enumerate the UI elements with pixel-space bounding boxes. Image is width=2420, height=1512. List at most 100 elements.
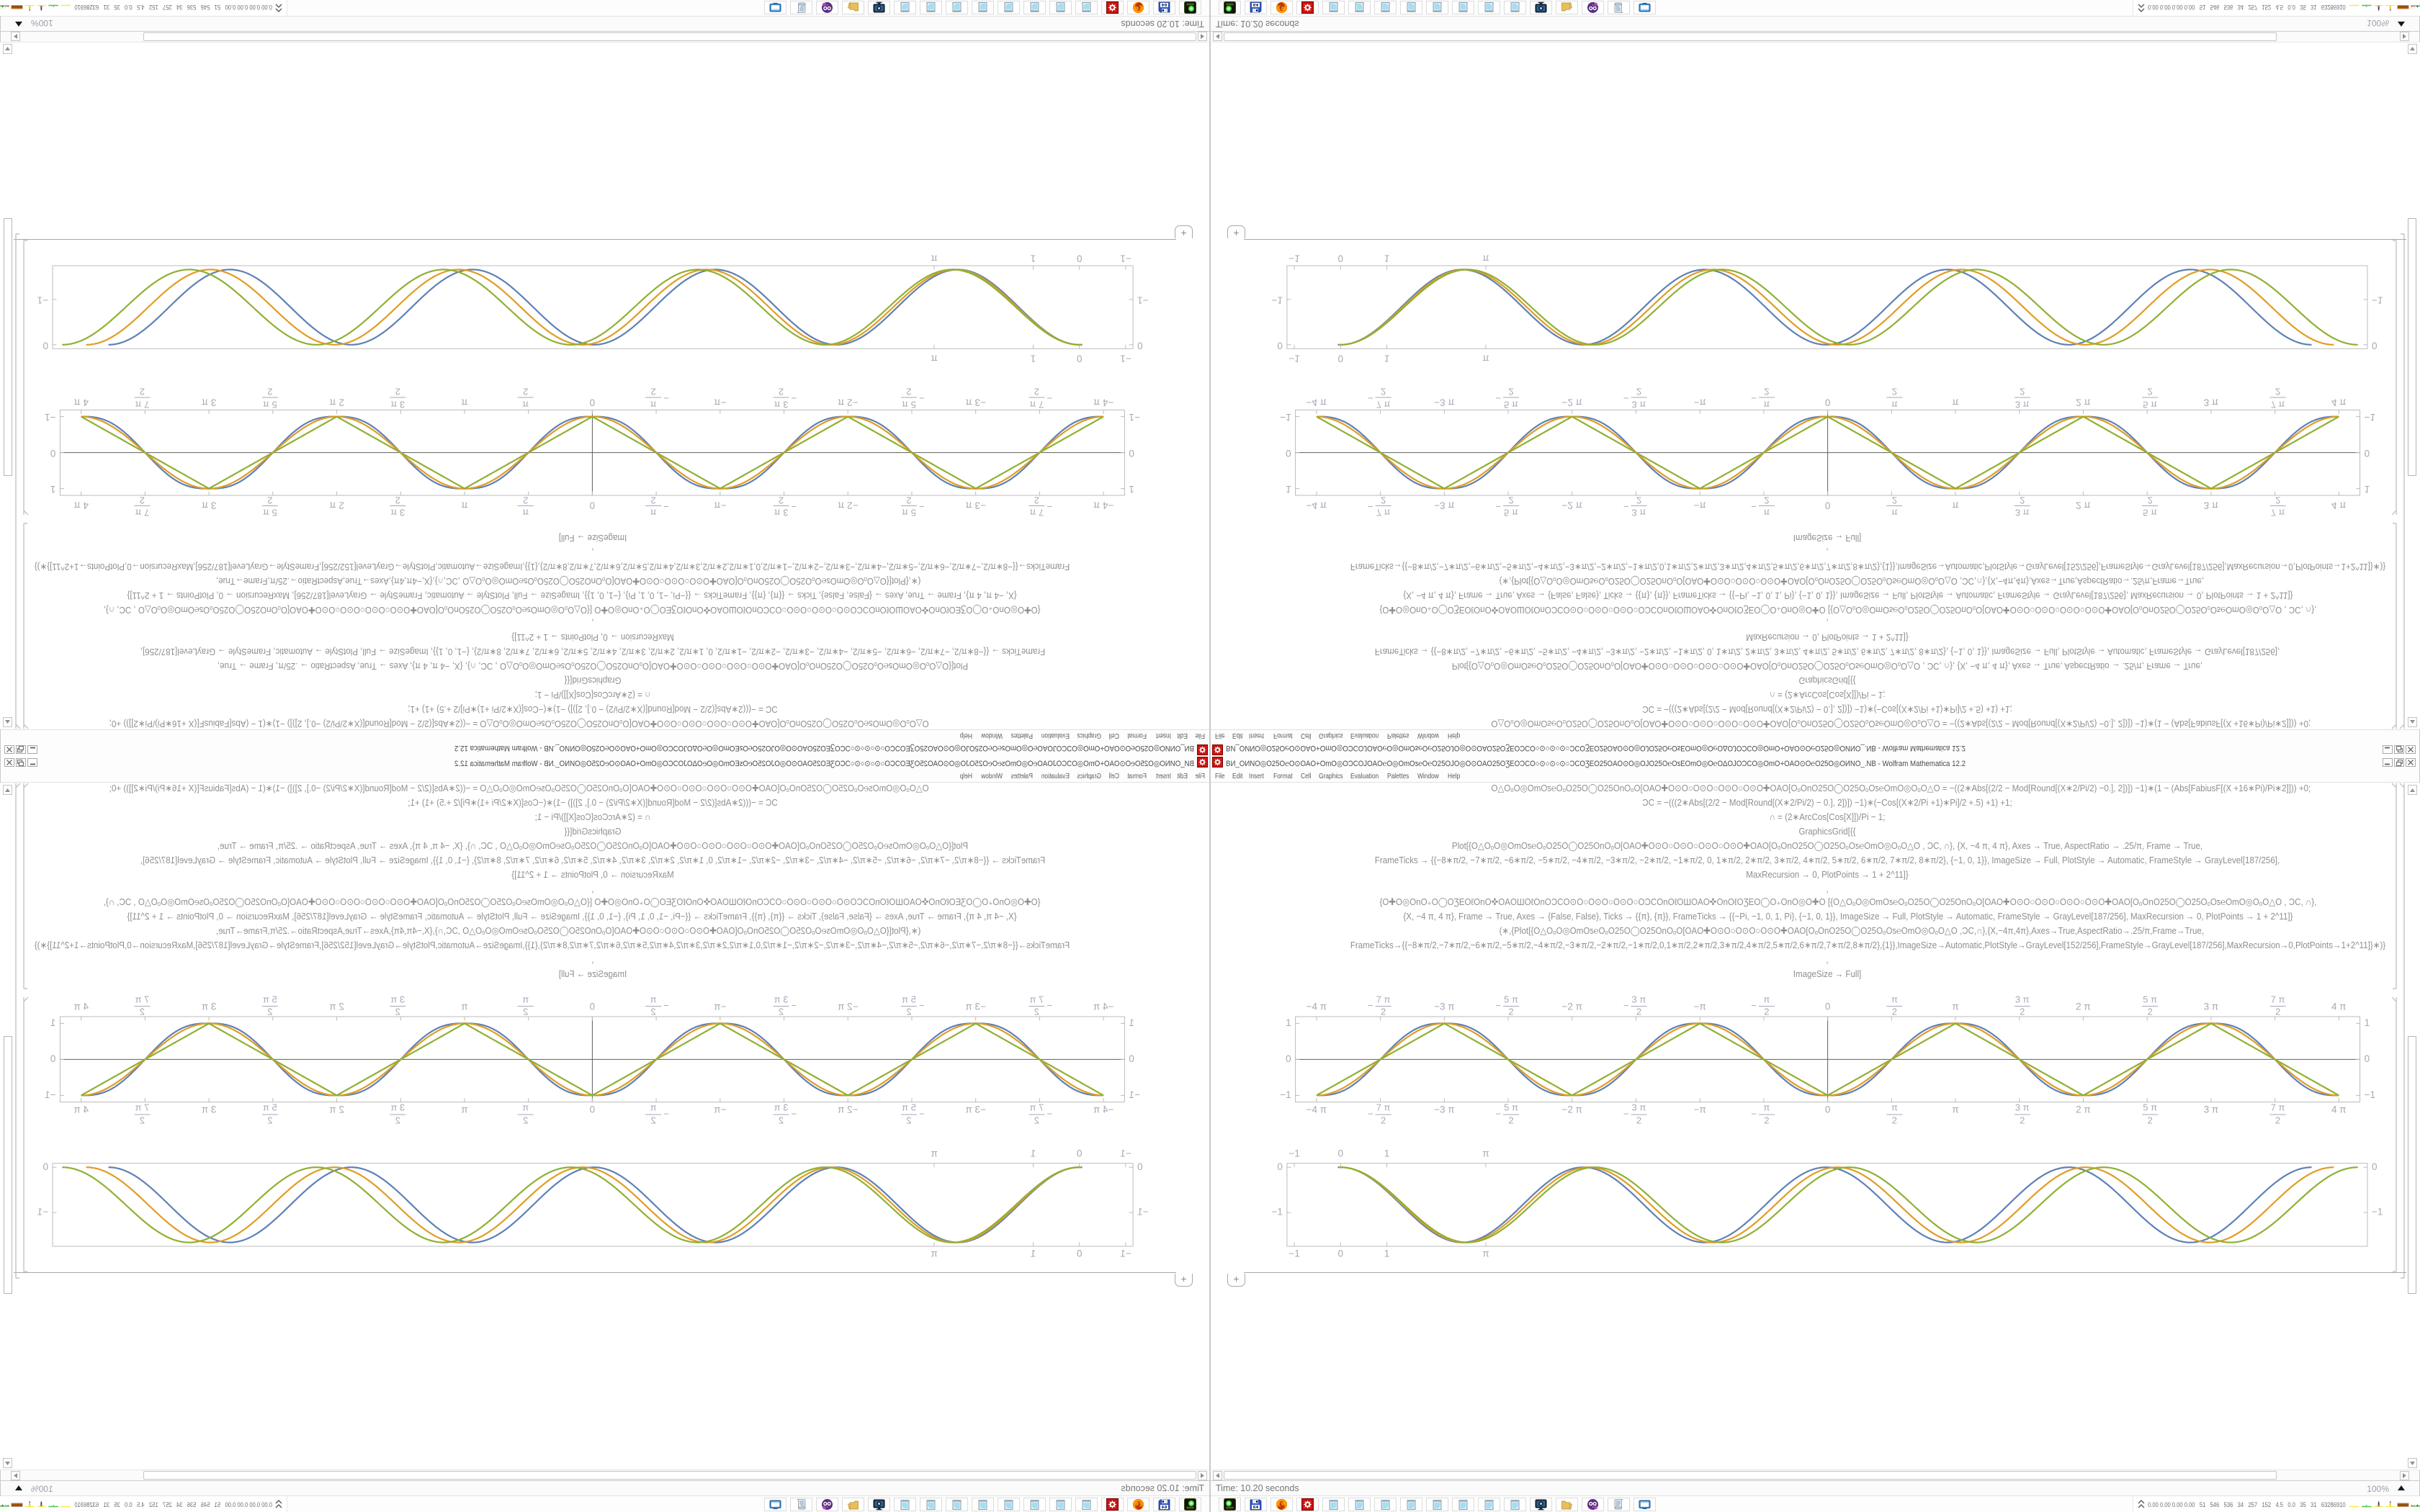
menu-evaluation[interactable]: Evaluation — [1350, 772, 1379, 780]
horizontal-scroll-thumb[interactable] — [143, 32, 1196, 41]
scroll-up-button[interactable] — [2408, 785, 2417, 795]
tray-sparkline-purple-spike-icon[interactable] — [36, 3, 46, 13]
menu-window[interactable]: Window — [1417, 772, 1439, 780]
taskbar-button-notepad[interactable] — [1023, 1498, 1046, 1511]
title-bar[interactable]: ВИ_ОИNO◎O25O℮O⊙OAO+OmO◎OƆCOJOAO℮O◎OmOƽ℮O… — [1, 743, 1209, 756]
zoom-menu-arrow-icon[interactable] — [2398, 22, 2405, 27]
horizontal-scrollbar[interactable] — [1, 1470, 1209, 1480]
tray-sparkline-redgreen-icon[interactable] — [0, 1499, 9, 1509]
minimize-button[interactable] — [27, 745, 37, 754]
vertical-scrollbar[interactable] — [2406, 783, 2419, 1470]
scroll-down-button[interactable] — [2408, 1458, 2417, 1468]
taskbar-button-firefox[interactable] — [1270, 1, 1293, 14]
input-cell-bracket[interactable] — [2391, 783, 2397, 989]
taskbar-button-recorder[interactable] — [1219, 1498, 1241, 1511]
taskbar-button-notepad[interactable] — [894, 1, 916, 14]
title-bar[interactable]: ВИ_ОИNO◎O25O℮O⊙OAO+OmO◎OƆCOJOAO℮O◎OmOƽ℮O… — [1211, 756, 2419, 769]
menu-edit[interactable]: Edit — [1232, 772, 1243, 780]
horizontal-scroll-thumb[interactable] — [1224, 32, 2277, 41]
menu-evaluation[interactable]: Evaluation — [1041, 732, 1070, 740]
taskbar-button-notepad[interactable] — [998, 1498, 1020, 1511]
cell-group-bracket[interactable] — [15, 233, 21, 729]
tray-sparkline-green-icon[interactable] — [48, 1499, 58, 1509]
cell-insertion-line[interactable] — [1244, 1272, 2409, 1273]
taskbar-button-mathematica[interactable] — [1296, 1498, 1319, 1511]
close-button[interactable] — [4, 758, 14, 767]
add-cell-button[interactable]: + — [1175, 225, 1193, 239]
taskbar-button-notepad[interactable] — [1504, 1, 1526, 14]
menu-window[interactable]: Window — [1417, 732, 1439, 740]
taskbar-button-notepad[interactable] — [1426, 1, 1448, 14]
taskbar-button-mathematica[interactable] — [1101, 1498, 1124, 1511]
menu-cell[interactable]: Cell — [1301, 732, 1312, 740]
taskbar-button-notepad[interactable] — [1400, 1498, 1422, 1511]
taskbar-button-notepad[interactable] — [1348, 1498, 1371, 1511]
vertical-scroll-thumb[interactable] — [4, 218, 12, 476]
output-cell-bracket[interactable] — [23, 240, 29, 516]
zoom-level[interactable]: 100% — [31, 18, 53, 28]
taskbar-button-screenshot[interactable] — [868, 1498, 890, 1511]
output-cell-bracket[interactable] — [23, 996, 29, 1272]
tray-sparkline-brown-icon[interactable] — [11, 3, 23, 13]
horizontal-scrollbar[interactable] — [1211, 1470, 2419, 1480]
scroll-left-button[interactable] — [1198, 1470, 1207, 1480]
cell-group-bracket[interactable] — [2399, 783, 2405, 1279]
menu-file[interactable]: File — [1215, 772, 1225, 780]
menu-insert[interactable]: Insert — [1155, 732, 1171, 740]
taskbar-button-notepad[interactable] — [998, 1, 1020, 14]
taskbar-button-owl[interactable] — [816, 1, 838, 14]
menu-graphics[interactable]: Graphics — [1319, 772, 1343, 780]
menu-window[interactable]: Window — [981, 772, 1003, 780]
tray-expand-icon[interactable] — [275, 3, 282, 13]
scroll-up-button[interactable] — [3, 785, 12, 795]
vertical-scroll-thumb[interactable] — [2408, 1036, 2416, 1294]
cell-group-bracket[interactable] — [15, 783, 21, 1279]
add-cell-button[interactable]: + — [1175, 1273, 1193, 1287]
tray-sparkline-purple-spike-icon[interactable] — [36, 1499, 46, 1509]
tray-sparkline-green-icon[interactable] — [2362, 1499, 2372, 1509]
tray-sparkline-redgreen-icon[interactable] — [0, 3, 9, 13]
menu-palettes[interactable]: Palettes — [1010, 732, 1033, 740]
output-cell-bracket[interactable] — [2391, 996, 2397, 1272]
tray-sparkline-yellow-icon[interactable] — [60, 3, 71, 13]
taskbar-button-scroll[interactable] — [790, 1498, 812, 1511]
add-cell-button[interactable]: + — [1227, 225, 1245, 239]
zoom-menu-arrow-icon[interactable] — [15, 22, 22, 27]
menu-evaluation[interactable]: Evaluation — [1041, 772, 1070, 780]
close-button[interactable] — [2406, 758, 2416, 767]
vertical-scroll-thumb[interactable] — [4, 1036, 12, 1294]
taskbar-button-notepad[interactable] — [1049, 1498, 1072, 1511]
notebook-area[interactable]: O△OₒO◎OmOƽ℮OₒO25O◯O25OnOₒO[OAO✚O⊙O○O⊙O○O… — [1211, 42, 2420, 729]
close-button[interactable] — [4, 745, 14, 754]
scroll-right-button[interactable] — [11, 1470, 20, 1480]
tray-sparkline-brown-icon[interactable] — [11, 1499, 23, 1509]
taskbar-button-notepad[interactable] — [946, 1498, 968, 1511]
cell-insertion-line[interactable] — [11, 1272, 1176, 1273]
menu-cell[interactable]: Cell — [1108, 772, 1119, 780]
minimize-button[interactable] — [2383, 745, 2393, 754]
input-cell-bracket[interactable] — [23, 523, 29, 729]
taskbar-button-notepad[interactable] — [1374, 1498, 1397, 1511]
scroll-up-button[interactable] — [2408, 717, 2417, 727]
taskbar-button-notepad[interactable] — [1400, 1, 1422, 14]
taskbar-button-folder[interactable] — [1556, 1, 1578, 14]
taskbar-button-recorder[interactable] — [1179, 1498, 1201, 1511]
taskbar-button-notepad[interactable] — [920, 1, 942, 14]
taskbar-button-recorder[interactable] — [1179, 1, 1201, 14]
tray-sparkline-brown-icon[interactable] — [2397, 1499, 2409, 1509]
zoom-level[interactable]: 100% — [2367, 18, 2389, 28]
scroll-left-button[interactable] — [1213, 32, 1222, 42]
menu-help[interactable]: Help — [959, 732, 972, 740]
add-cell-button[interactable]: + — [1227, 1274, 1245, 1287]
notebook-area[interactable]: O△OₒO◎OmOƽ℮OₒO25O◯O25OnOₒO[OAO✚O⊙O○O⊙O○O… — [0, 783, 1209, 1470]
input-cell-bracket[interactable] — [2391, 523, 2397, 729]
output-cell-bracket[interactable] — [2391, 240, 2397, 516]
menu-help[interactable]: Help — [1448, 772, 1461, 780]
taskbar-button-folder[interactable] — [842, 1, 864, 14]
minimize-button[interactable] — [27, 758, 37, 767]
menu-file[interactable]: File — [1195, 772, 1205, 780]
notebook-area[interactable]: O△OₒO◎OmOƽ℮OₒO25O◯O25OnOₒO[OAO✚O⊙O○O⊙O○O… — [0, 42, 1209, 729]
tray-expand-icon[interactable] — [2138, 1499, 2145, 1509]
tray-sparkline-candle-icon[interactable] — [24, 3, 35, 13]
tray-expand-icon[interactable] — [2138, 3, 2145, 13]
